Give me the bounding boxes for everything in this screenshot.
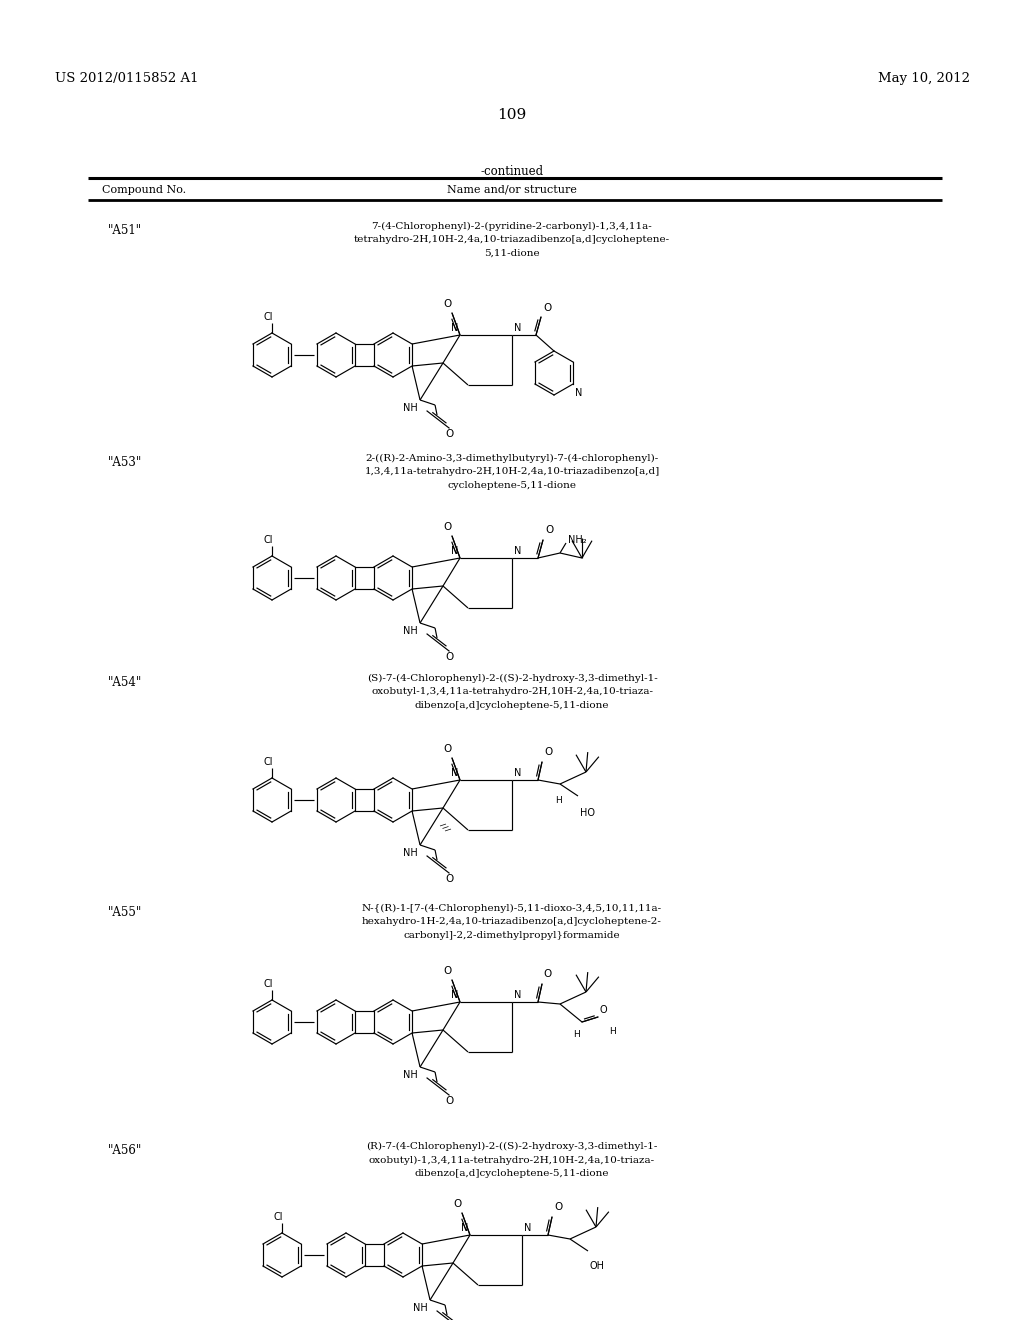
Text: O: O xyxy=(545,525,553,535)
Text: (S)-7-(4-Chlorophenyl)-2-((S)-2-hydroxy-3,3-dimethyl-1-: (S)-7-(4-Chlorophenyl)-2-((S)-2-hydroxy-… xyxy=(367,675,657,684)
Text: Cl: Cl xyxy=(264,756,273,767)
Text: NH: NH xyxy=(402,626,418,636)
Text: Cl: Cl xyxy=(264,535,273,545)
Text: oxobutyl)-1,3,4,11a-tetrahydro-2H,10H-2,4a,10-triaza-: oxobutyl)-1,3,4,11a-tetrahydro-2H,10H-2,… xyxy=(369,1155,655,1164)
Text: NH: NH xyxy=(402,847,418,858)
Text: "A53": "A53" xyxy=(108,455,142,469)
Text: NH: NH xyxy=(402,403,418,413)
Text: N-{(R)-1-[7-(4-Chlorophenyl)-5,11-dioxo-3,4,5,10,11,11a-: N-{(R)-1-[7-(4-Chlorophenyl)-5,11-dioxo-… xyxy=(361,904,663,913)
Text: 109: 109 xyxy=(498,108,526,121)
Text: Cl: Cl xyxy=(264,979,273,989)
Text: hexahydro-1H-2,4a,10-triazadibenzo[a,d]cycloheptene-2-: hexahydro-1H-2,4a,10-triazadibenzo[a,d]c… xyxy=(362,917,662,927)
Text: HO: HO xyxy=(580,808,595,818)
Text: carbonyl]-2,2-dimethylpropyl}formamide: carbonyl]-2,2-dimethylpropyl}formamide xyxy=(403,931,621,940)
Text: N: N xyxy=(514,546,521,556)
Text: dibenzo[a,d]cycloheptene-5,11-dione: dibenzo[a,d]cycloheptene-5,11-dione xyxy=(415,701,609,710)
Text: NH₂: NH₂ xyxy=(568,535,587,545)
Text: O: O xyxy=(444,429,454,440)
Text: O: O xyxy=(554,1203,562,1212)
Text: "A51": "A51" xyxy=(108,224,142,238)
Text: NH: NH xyxy=(413,1303,427,1313)
Text: 2-((R)-2-Amino-3,3-dimethylbutyryl)-7-(4-chlorophenyl)-: 2-((R)-2-Amino-3,3-dimethylbutyryl)-7-(4… xyxy=(366,454,658,463)
Text: O: O xyxy=(544,747,552,756)
Text: 1,3,4,11a-tetrahydro-2H,10H-2,4a,10-triazadibenzo[a,d]: 1,3,4,11a-tetrahydro-2H,10H-2,4a,10-tria… xyxy=(365,467,659,477)
Text: H: H xyxy=(608,1027,615,1036)
Text: N: N xyxy=(514,768,521,777)
Text: Cl: Cl xyxy=(264,312,273,322)
Text: "A56": "A56" xyxy=(108,1144,142,1158)
Text: O: O xyxy=(454,1199,462,1209)
Text: cycloheptene-5,11-dione: cycloheptene-5,11-dione xyxy=(447,480,577,490)
Text: "A54": "A54" xyxy=(108,676,142,689)
Text: May 10, 2012: May 10, 2012 xyxy=(878,73,970,84)
Text: 7-(4-Chlorophenyl)-2-(pyridine-2-carbonyl)-1,3,4,11a-: 7-(4-Chlorophenyl)-2-(pyridine-2-carbony… xyxy=(372,222,652,231)
Text: N: N xyxy=(524,1224,531,1233)
Text: OH: OH xyxy=(590,1261,605,1271)
Text: tetrahydro-2H,10H-2,4a,10-triazadibenzo[a,d]cycloheptene-: tetrahydro-2H,10H-2,4a,10-triazadibenzo[… xyxy=(354,235,670,244)
Text: N: N xyxy=(461,1224,468,1233)
Text: N: N xyxy=(451,990,458,1001)
Text: N: N xyxy=(451,546,458,556)
Text: O: O xyxy=(543,969,551,979)
Text: Compound No.: Compound No. xyxy=(102,185,186,195)
Text: oxobutyl-1,3,4,11a-tetrahydro-2H,10H-2,4a,10-triaza-: oxobutyl-1,3,4,11a-tetrahydro-2H,10H-2,4… xyxy=(371,688,653,697)
Text: "A55": "A55" xyxy=(108,906,142,919)
Text: N: N xyxy=(451,768,458,777)
Text: NH: NH xyxy=(402,1071,418,1080)
Text: -continued: -continued xyxy=(480,165,544,178)
Text: H: H xyxy=(555,796,561,805)
Text: O: O xyxy=(443,300,453,309)
Text: US 2012/0115852 A1: US 2012/0115852 A1 xyxy=(55,73,199,84)
Text: dibenzo[a,d]cycloheptene-5,11-dione: dibenzo[a,d]cycloheptene-5,11-dione xyxy=(415,1170,609,1177)
Text: O: O xyxy=(443,966,453,975)
Text: O: O xyxy=(444,874,454,884)
Text: N: N xyxy=(514,323,521,333)
Text: 5,11-dione: 5,11-dione xyxy=(484,249,540,257)
Text: O: O xyxy=(543,304,551,313)
Text: Name and/or structure: Name and/or structure xyxy=(447,185,577,195)
Text: H: H xyxy=(572,1030,580,1039)
Text: O: O xyxy=(443,521,453,532)
Text: N: N xyxy=(451,323,458,333)
Text: (R)-7-(4-Chlorophenyl)-2-((S)-2-hydroxy-3,3-dimethyl-1-: (R)-7-(4-Chlorophenyl)-2-((S)-2-hydroxy-… xyxy=(367,1142,657,1151)
Text: O: O xyxy=(444,1096,454,1106)
Text: O: O xyxy=(444,652,454,663)
Text: O: O xyxy=(600,1005,607,1015)
Text: N: N xyxy=(514,990,521,1001)
Text: Cl: Cl xyxy=(274,1212,284,1222)
Text: O: O xyxy=(443,744,453,754)
Text: N: N xyxy=(575,388,583,399)
